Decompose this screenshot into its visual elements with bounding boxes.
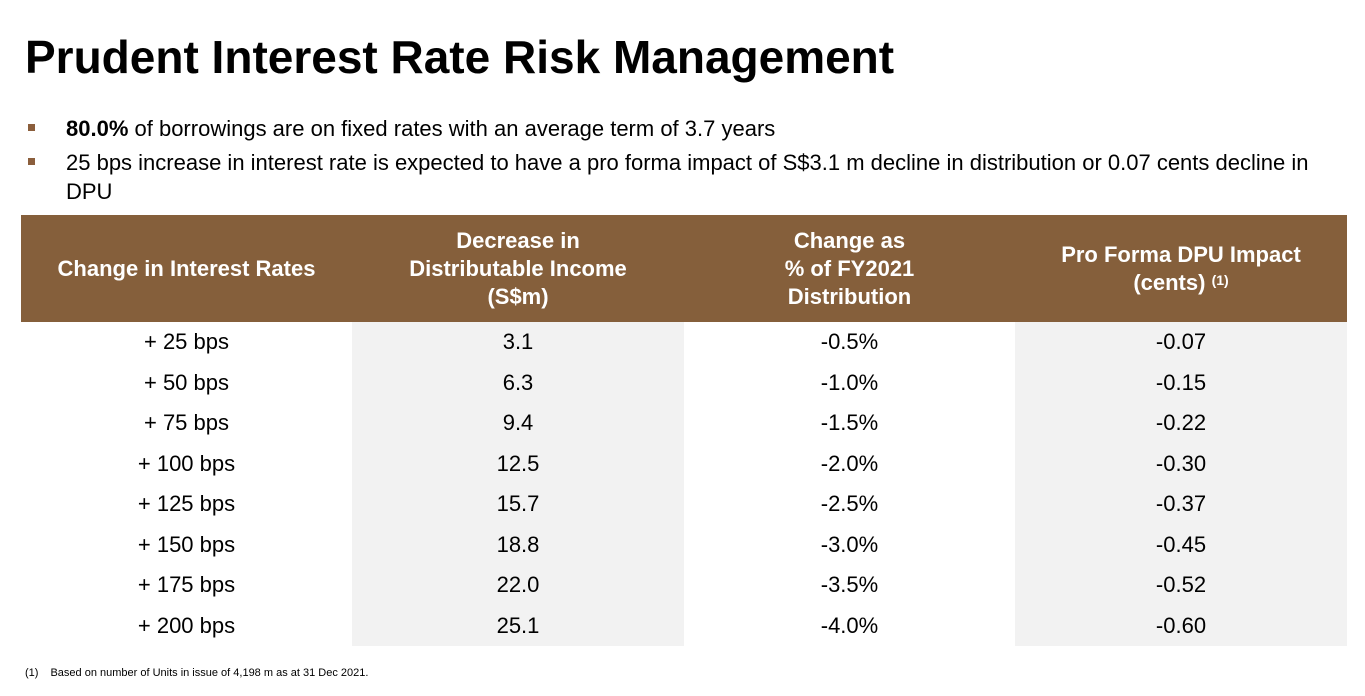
- interest-rate-sensitivity-table: Change in Interest Rates Decrease in Distr…: [21, 215, 1347, 646]
- table-cell: -4.0%: [820, 612, 879, 638]
- bullet-square-icon: [28, 158, 35, 165]
- bullet-square-icon: [28, 124, 35, 131]
- table-cell: -0.45: [1015, 524, 1347, 565]
- bullet-highlight: 80.0%: [66, 116, 129, 141]
- column-header: Pro Forma DPU Impact (cents) (1): [1015, 215, 1347, 322]
- column-header-line: Change in Interest Rates: [57, 255, 316, 281]
- table-cell: 12.5: [352, 443, 684, 484]
- column-header-line: (cents): [1133, 269, 1206, 295]
- table-row: + 50 bps 6.3 -1.0% -0.15: [21, 362, 1347, 403]
- bullet-text: of borrowings are on fixed rates with an…: [128, 116, 776, 141]
- column-header-line: Pro Forma DPU Impact: [1061, 241, 1301, 267]
- table-cell: + 25 bps: [143, 329, 229, 355]
- table-cell: -0.15: [1015, 362, 1347, 403]
- table-cell: + 100 bps: [137, 450, 236, 476]
- table-cell: 15.7: [352, 484, 684, 525]
- table-cell: + 200 bps: [137, 612, 236, 638]
- column-header: Change as% of FY2021 Distribution: [684, 215, 1015, 322]
- column-header-line: Decrease in: [456, 227, 580, 253]
- column-header-line: Distribution: [787, 283, 912, 309]
- table-cell: -0.37: [1015, 484, 1347, 525]
- table-row: + 175 bps 22.0 -3.5% -0.52: [21, 565, 1347, 606]
- column-header: Decrease in Distributable Income (S$m): [352, 215, 684, 322]
- table-cell: -3.0%: [820, 531, 879, 557]
- table-cell: -0.07: [1015, 322, 1347, 363]
- page-title: Prudent Interest Rate Risk Management: [25, 31, 895, 83]
- footnote-number: (1): [25, 667, 39, 679]
- table-cell: -0.52: [1015, 565, 1347, 606]
- column-header-line: Change as: [793, 227, 906, 253]
- table-cell: 22.0: [352, 565, 684, 606]
- table-row: + 100 bps 12.5 -2.0% -0.30: [21, 443, 1347, 484]
- bullet-item: 80.0% of borrowings are on fixed rates w…: [26, 114, 1346, 143]
- table-cell: 25.1: [352, 605, 684, 646]
- column-header-line: % of FY2021: [784, 255, 915, 281]
- table-cell: + 75 bps: [143, 410, 229, 436]
- table-row: + 25 bps 3.1 -0.5% -0.07: [21, 322, 1347, 363]
- table-cell: + 125 bps: [137, 491, 236, 517]
- bullet-item: 25 bps increase in interest rate is expe…: [26, 148, 1346, 206]
- table-row: + 200 bps 25.1 -4.0% -0.60: [21, 605, 1347, 646]
- table-cell: -2.5%: [820, 491, 879, 517]
- table-cell: -0.22: [1015, 403, 1347, 444]
- table-cell: 18.8: [352, 524, 684, 565]
- column-header: Change in Interest Rates: [21, 215, 352, 322]
- table-cell: + 50 bps: [143, 369, 229, 395]
- table-row: + 125 bps 15.7 -2.5% -0.37: [21, 484, 1347, 525]
- bullet-list: 80.0% of borrowings are on fixed rates w…: [26, 114, 1346, 211]
- table-cell: -1.5%: [820, 410, 879, 436]
- table-cell: 6.3: [352, 362, 684, 403]
- footnote: (1) Based on number of Units in issue of …: [25, 667, 368, 679]
- table-header-row: Change in Interest Rates Decrease in Distr…: [21, 215, 1347, 322]
- bullet-text: 25 bps increase in interest rate is expe…: [66, 150, 1309, 204]
- table-cell: 3.1: [352, 322, 684, 363]
- table-cell: -0.60: [1015, 605, 1347, 646]
- table-cell: -0.30: [1015, 443, 1347, 484]
- table-cell: + 150 bps: [137, 531, 236, 557]
- table-row: + 150 bps 18.8 -3.0% -0.45: [21, 524, 1347, 565]
- table-cell: -1.0%: [820, 369, 879, 395]
- footnote-text: Based on number of Units in issue of 4,1…: [50, 667, 369, 679]
- table-cell: -0.5%: [820, 329, 879, 355]
- table-cell: -3.5%: [820, 572, 879, 598]
- table-cell: 9.4: [352, 403, 684, 444]
- table-cell: -2.0%: [820, 450, 879, 476]
- table-body: + 25 bps 3.1 -0.5% -0.07 + 50 bps 6.3 -1.0% -0.…: [21, 322, 1347, 646]
- column-header-line: (S$m): [487, 283, 549, 309]
- table-row: + 75 bps 9.4 -1.5% -0.22: [21, 403, 1347, 444]
- table-cell: + 175 bps: [137, 572, 236, 598]
- footnote-reference: (1): [1211, 271, 1229, 288]
- column-header-line: Distributable Income: [409, 255, 627, 281]
